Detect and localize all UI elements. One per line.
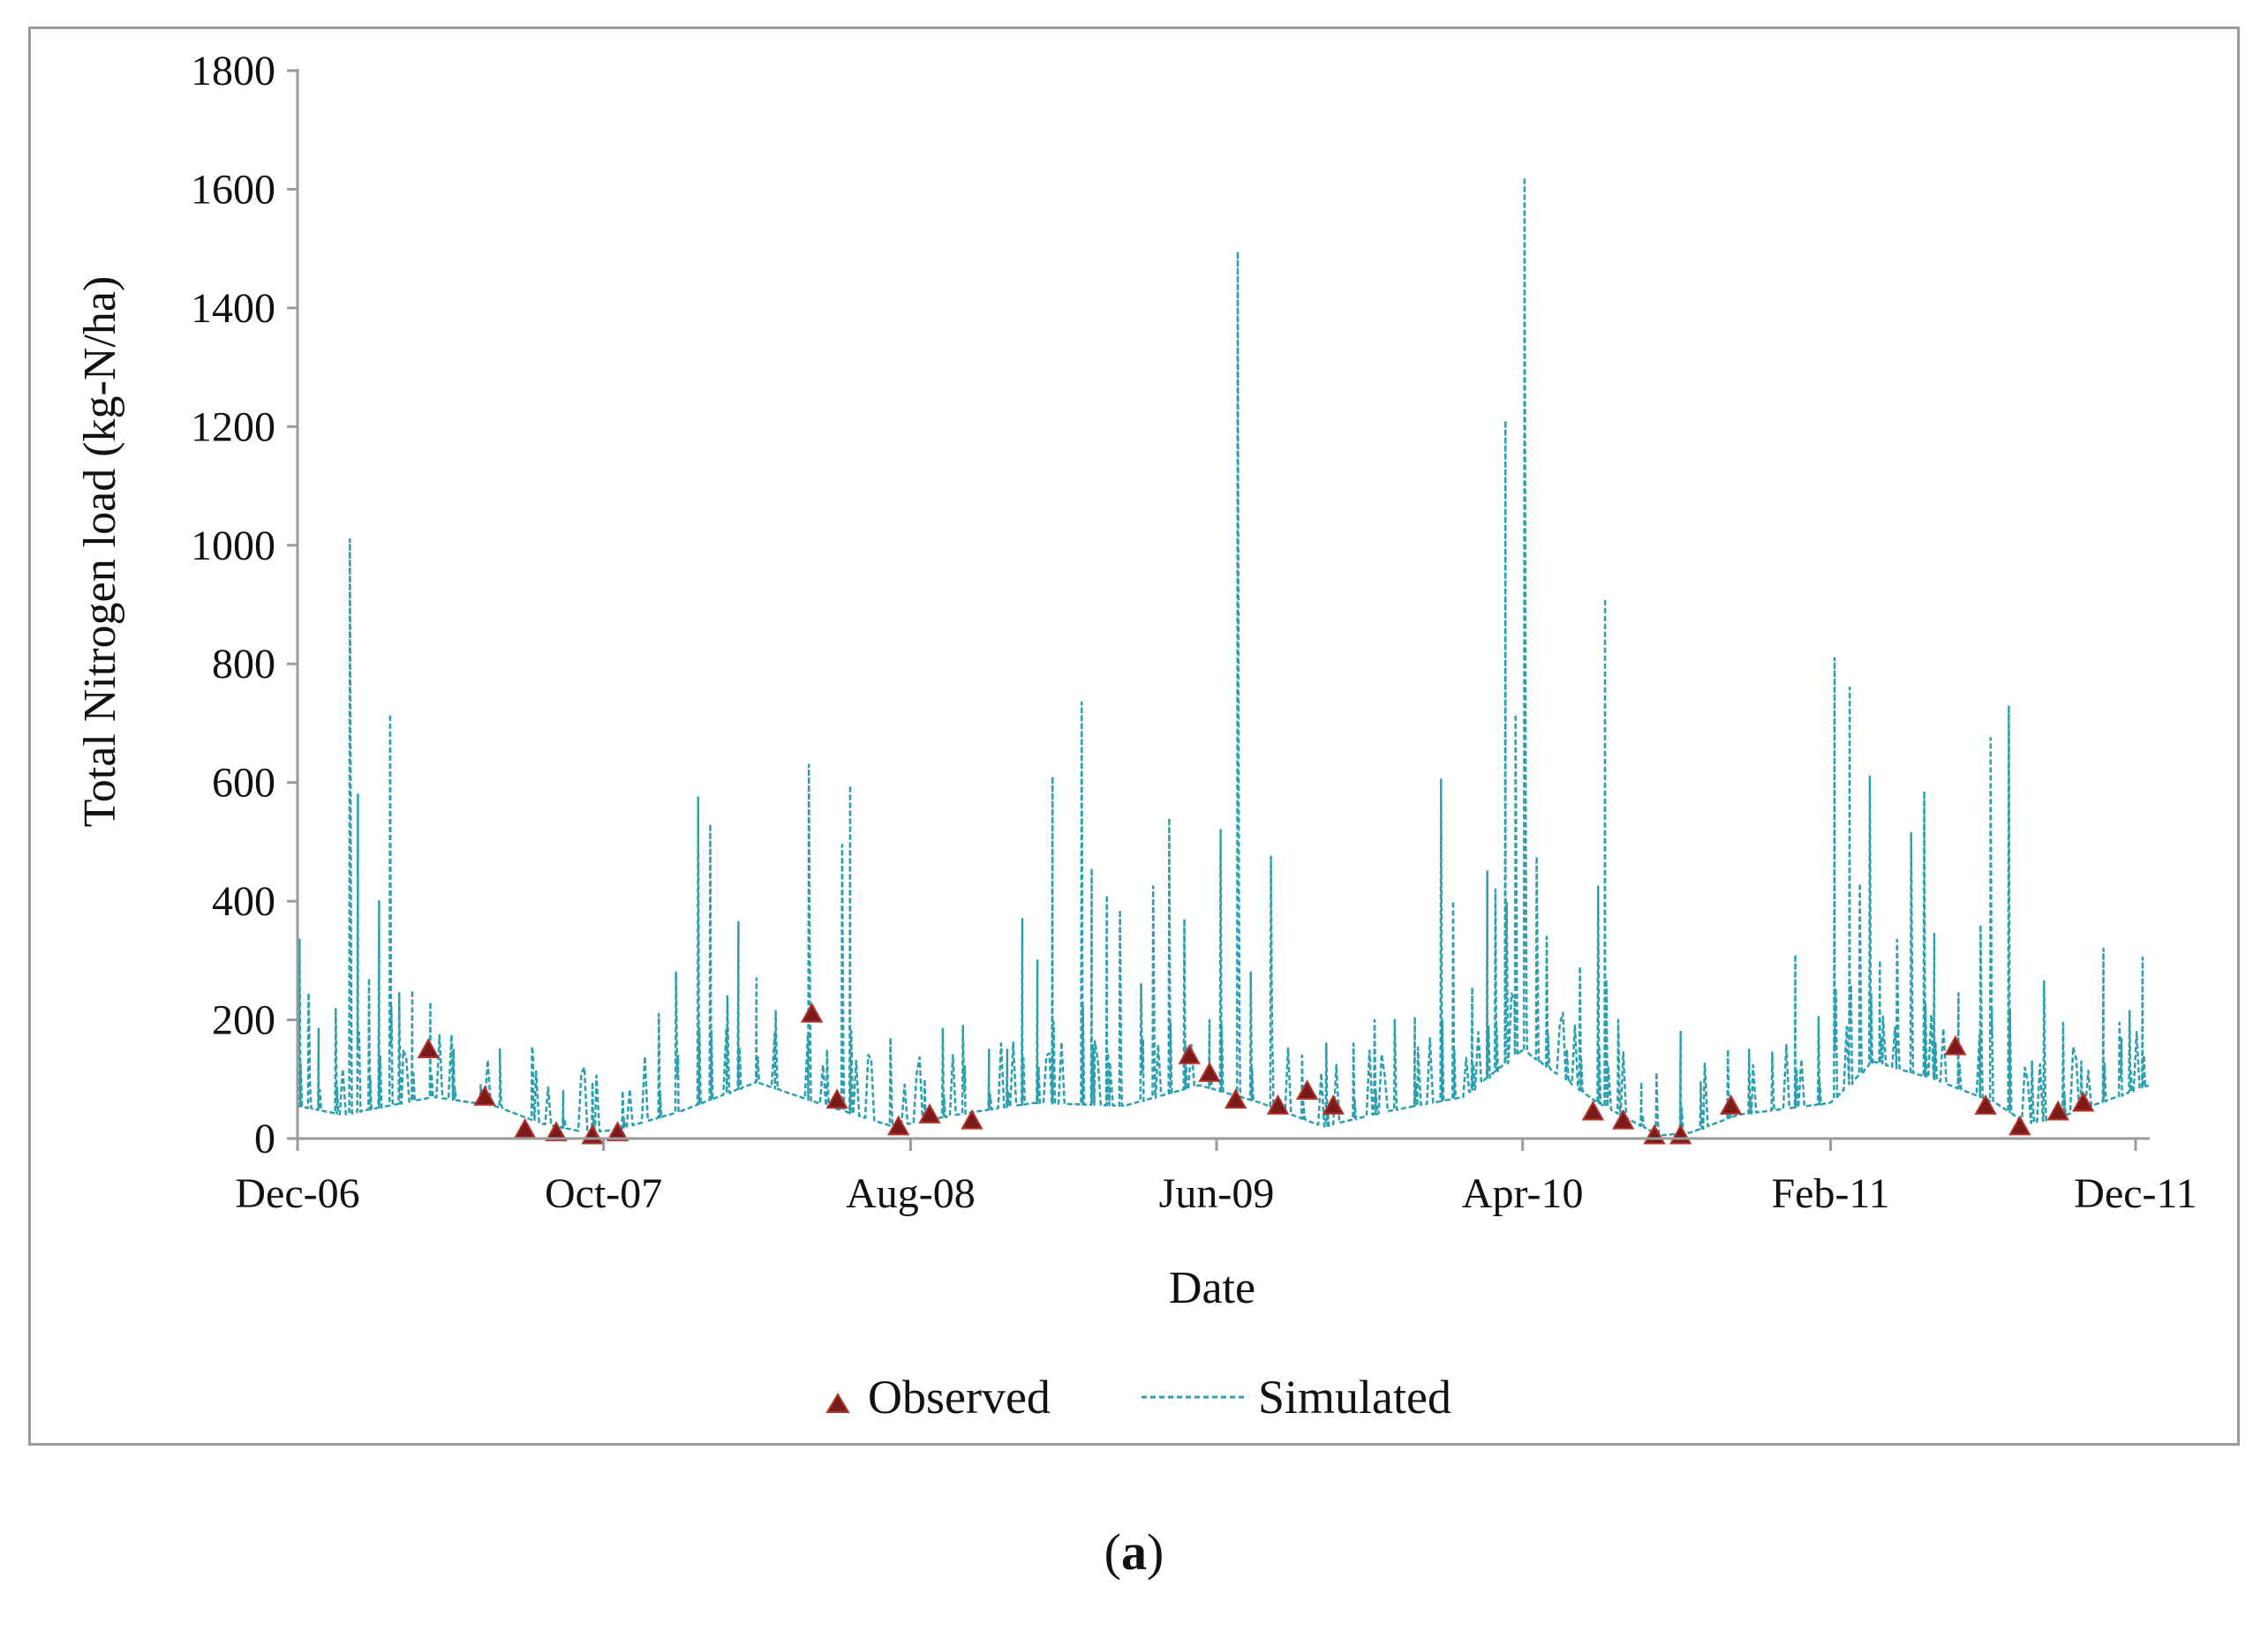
y-axis-title: Total Nitrogen load (kg-N/ha): [75, 276, 125, 828]
axes: 0 200 400 600 800 1000 1200 1400 1600 1800 Dec-06 O…: [191, 48, 2197, 1217]
simulated-series-line: [297, 176, 2150, 1137]
x-tick-label: Apr-10: [1462, 1170, 1584, 1217]
observed-point: [961, 1109, 983, 1130]
observed-point: [473, 1085, 496, 1106]
observed-point: [1295, 1079, 1319, 1101]
observed-point: [545, 1121, 568, 1142]
x-tick-label: Dec-11: [2074, 1170, 2196, 1217]
observed-point: [1719, 1094, 1743, 1115]
observed-point: [887, 1115, 910, 1136]
y-tick-label: 1000: [191, 522, 275, 569]
x-tick-label: Feb-11: [1771, 1170, 1889, 1217]
chart: 0 200 400 600 800 1000 1200 1400 1600 1800 Dec-06 O…: [75, 48, 2197, 1424]
observed-point: [825, 1088, 848, 1109]
observed-point: [1974, 1094, 1997, 1115]
observed-point: [1224, 1088, 1247, 1109]
plot-area: [297, 176, 2150, 1145]
legend-observed-marker: [825, 1393, 850, 1413]
y-tick-label: 200: [212, 997, 275, 1044]
observed-point: [1178, 1043, 1201, 1064]
observed-point: [918, 1103, 941, 1124]
y-tick-label: 1600: [191, 166, 275, 213]
x-tick-label: Oct-07: [545, 1170, 662, 1217]
observed-point: [800, 1002, 824, 1023]
y-tick-label: 1200: [191, 403, 275, 450]
x-axis-title: Date: [1169, 1263, 1255, 1313]
observed-point: [2008, 1115, 2031, 1136]
observed-point: [1266, 1094, 1290, 1115]
y-tick-label: 400: [212, 878, 275, 925]
legend-simulated-label: Simulated: [1258, 1371, 1451, 1424]
observed-point: [1581, 1100, 1605, 1121]
x-tick-label: Jun-09: [1159, 1170, 1275, 1217]
y-tick-label: 600: [212, 760, 275, 807]
observed-point: [1198, 1061, 1221, 1082]
observed-point: [2046, 1100, 2069, 1121]
legend-observed-label: Observed: [868, 1371, 1051, 1424]
observed-point: [1944, 1034, 1967, 1056]
y-tick-label: 1800: [191, 48, 275, 94]
x-tick-label: Dec-06: [235, 1170, 359, 1217]
observed-point: [581, 1124, 604, 1145]
observed-point: [417, 1038, 440, 1058]
observed-point: [1322, 1094, 1345, 1115]
observed-point: [1611, 1109, 1635, 1130]
panel-label: (a): [1104, 1523, 1164, 1581]
figure-frame: 0 200 400 600 800 1000 1200 1400 1600 1800 Dec-06 O…: [28, 26, 2240, 1446]
y-tick-label: 0: [254, 1116, 275, 1162]
observed-point: [606, 1121, 629, 1142]
legend: Observed Simulated: [825, 1371, 1451, 1424]
y-tick-label: 800: [212, 641, 275, 688]
observed-point: [2072, 1091, 2095, 1112]
observed-point: [513, 1117, 537, 1139]
y-tick-label: 1400: [191, 285, 275, 332]
observed-point: [1643, 1124, 1666, 1145]
x-tick-label: Aug-08: [846, 1170, 976, 1217]
